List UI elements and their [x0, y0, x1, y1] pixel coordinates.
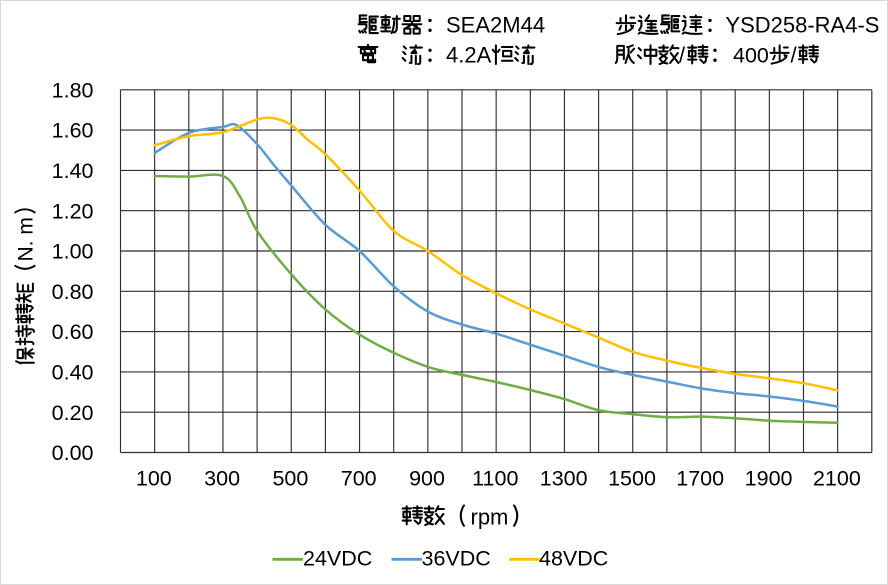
svg-text:/: /	[679, 43, 686, 68]
svg-text:48VDC: 48VDC	[539, 546, 608, 570]
svg-text:900: 900	[409, 467, 445, 491]
svg-text:2100: 2100	[813, 467, 861, 491]
svg-text:0.60: 0.60	[52, 320, 94, 344]
svg-text:100: 100	[136, 467, 172, 491]
svg-text:1300: 1300	[540, 467, 588, 491]
svg-text:400: 400	[733, 44, 769, 68]
svg-text:N. m: N. m	[14, 217, 37, 261]
svg-text:4.2A: 4.2A	[446, 43, 492, 68]
svg-text:SEA2M44: SEA2M44	[446, 13, 545, 38]
svg-text:1700: 1700	[676, 467, 724, 491]
svg-text:rpm: rpm	[471, 505, 509, 530]
svg-text:1.80: 1.80	[52, 78, 94, 102]
svg-text:1900: 1900	[745, 467, 793, 491]
svg-text:1.40: 1.40	[52, 159, 94, 183]
svg-text:700: 700	[341, 467, 377, 491]
svg-text:0.00: 0.00	[52, 441, 94, 465]
svg-text:0.20: 0.20	[52, 401, 94, 425]
svg-text:1100: 1100	[472, 467, 518, 491]
svg-text:1500: 1500	[608, 467, 656, 491]
svg-text:0.40: 0.40	[52, 361, 94, 385]
svg-text:1.60: 1.60	[52, 119, 94, 143]
svg-text:36VDC: 36VDC	[422, 546, 491, 570]
svg-text:/: /	[791, 43, 798, 68]
svg-text:1.20: 1.20	[52, 199, 94, 223]
svg-text:24VDC: 24VDC	[303, 546, 372, 570]
svg-text:500: 500	[272, 467, 308, 491]
svg-text:1.00: 1.00	[52, 240, 94, 264]
svg-text:300: 300	[204, 467, 240, 491]
svg-text:0.80: 0.80	[52, 280, 94, 304]
svg-text:YSD258-RA4-S: YSD258-RA4-S	[725, 13, 879, 38]
